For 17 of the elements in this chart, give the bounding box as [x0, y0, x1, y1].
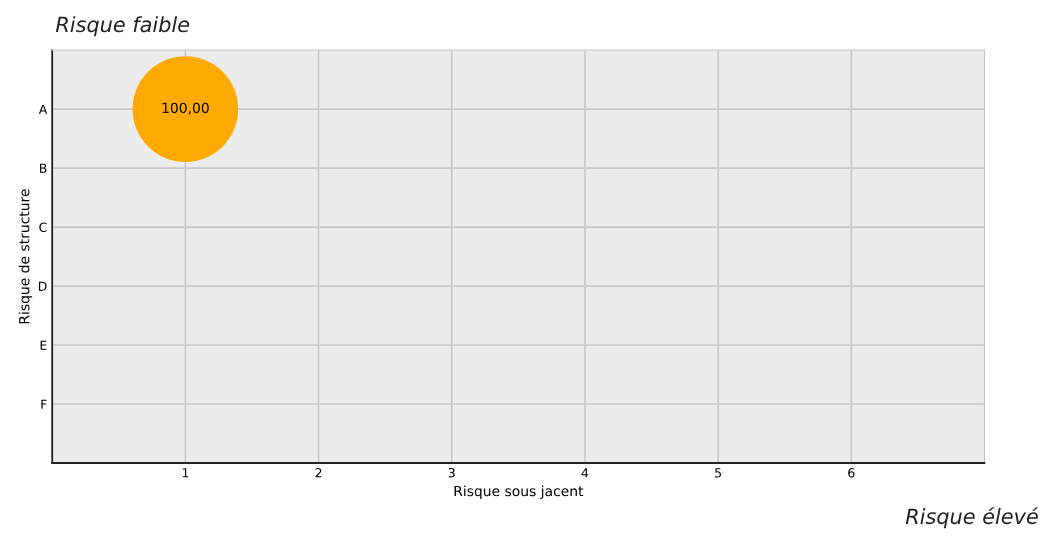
y-tick-label: A: [38, 104, 48, 114]
x-tick-label: 3: [448, 468, 455, 478]
x-tick-label: 2: [315, 468, 322, 478]
x-tick-label: 1: [182, 468, 189, 478]
x-axis-title: Risque sous jacent: [454, 485, 584, 499]
x-tick-label: 5: [715, 468, 722, 478]
y-tick-label: F: [41, 399, 47, 409]
y-tick-label: B: [39, 163, 47, 173]
y-tick-label: C: [39, 222, 47, 232]
y-tick-label: E: [40, 340, 47, 350]
annotation: 100,00: [162, 102, 209, 115]
x-tick-label: 4: [581, 468, 589, 478]
y-axis-title: Risque de structure: [18, 189, 33, 324]
text: Risque faible: [55, 16, 190, 37]
text: Risque élevé: [905, 507, 1038, 529]
x-tick-label: 6: [848, 468, 855, 478]
y-tick-label: D: [38, 281, 47, 291]
